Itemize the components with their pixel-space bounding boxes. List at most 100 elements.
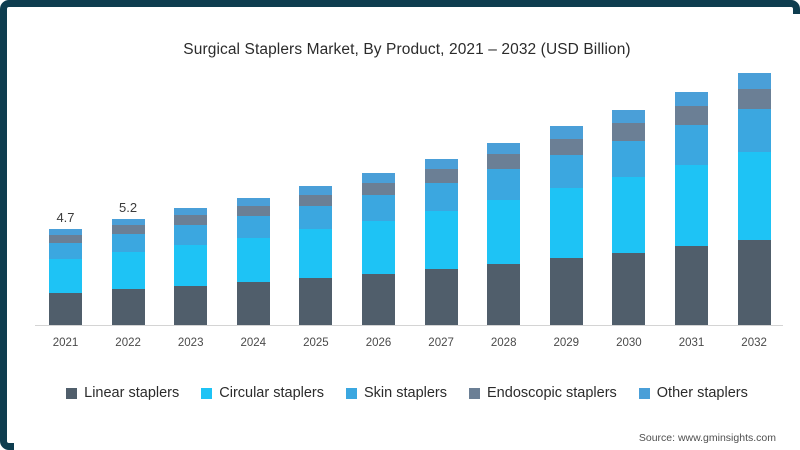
bar-segment[interactable] — [236, 198, 270, 207]
bar-segment[interactable] — [111, 225, 145, 234]
bar-segment[interactable] — [49, 292, 82, 325]
bar-segment[interactable] — [737, 151, 771, 241]
legend-item[interactable]: Endoscopic staplers — [469, 385, 617, 401]
chart-title: Surgical Staplers Market, By Product, 20… — [183, 41, 631, 58]
bar-segment[interactable] — [236, 282, 270, 325]
legend-label: Linear staplers — [84, 385, 180, 401]
bar-segment[interactable] — [424, 269, 458, 325]
bar-segment[interactable] — [424, 182, 458, 211]
bar-segment[interactable] — [487, 199, 521, 264]
legend-item[interactable]: Circular staplers — [201, 385, 324, 401]
bar-column[interactable]: 4.7 — [49, 210, 82, 325]
bar-segment[interactable] — [675, 164, 708, 247]
bar-segment[interactable] — [612, 123, 646, 141]
x-axis-tick-label: 2023 — [177, 337, 204, 349]
bar-segment[interactable] — [612, 177, 646, 253]
bar-segment[interactable] — [612, 110, 646, 124]
bar-segment[interactable] — [487, 154, 521, 169]
bar-column[interactable] — [236, 198, 270, 325]
legend-swatch-icon — [638, 387, 650, 399]
bar-segment[interactable] — [675, 246, 708, 325]
bar-column[interactable] — [487, 142, 521, 325]
bar-segment[interactable] — [487, 168, 521, 200]
bar-segment[interactable] — [737, 109, 771, 152]
bar-segment[interactable] — [174, 215, 208, 225]
bar-segment[interactable] — [487, 142, 521, 155]
bar-segment[interactable] — [49, 234, 82, 243]
bar-segment[interactable] — [549, 126, 583, 139]
bar-segment[interactable] — [362, 195, 395, 221]
legend-item[interactable]: Skin staplers — [346, 385, 447, 401]
bar-column[interactable] — [362, 173, 395, 325]
bar-segment[interactable] — [49, 228, 82, 235]
bar-segment[interactable] — [49, 258, 82, 293]
bar-column[interactable] — [675, 91, 708, 325]
legend-item[interactable]: Linear staplers — [66, 385, 179, 401]
x-axis-line — [35, 325, 783, 326]
bar-column[interactable] — [299, 185, 333, 325]
legend-swatch-icon — [66, 387, 78, 399]
bar-column[interactable] — [424, 159, 458, 325]
x-axis-tick-label: 2026 — [365, 337, 392, 349]
bar-segment[interactable] — [549, 154, 583, 189]
bar-segment[interactable] — [549, 138, 583, 155]
bar-segment[interactable] — [111, 251, 145, 290]
bar-segment[interactable] — [675, 91, 708, 107]
bar-segment[interactable] — [111, 289, 145, 325]
x-axis-tick-label: 2024 — [240, 337, 267, 349]
x-axis-tick-label: 2028 — [490, 337, 517, 349]
bar-segment[interactable] — [236, 216, 270, 238]
legend-swatch-icon — [469, 387, 481, 399]
bar-column[interactable] — [549, 126, 583, 325]
bar-value-label: 5.2 — [119, 199, 138, 215]
bar-segment[interactable] — [362, 274, 395, 325]
bar-segment[interactable] — [424, 169, 458, 183]
legend-item[interactable]: Other staplers — [638, 385, 748, 401]
x-axis-ticks: 2021 2022 2023 2024 2025 2026 2027 2028 2029 2030… — [35, 330, 781, 352]
bar-segment[interactable] — [362, 173, 395, 184]
bar-segment[interactable] — [424, 159, 458, 170]
bar-segment[interactable] — [174, 208, 208, 216]
bar-segment[interactable] — [236, 237, 270, 283]
bar-segment[interactable] — [49, 242, 82, 259]
bar-segment[interactable] — [675, 124, 708, 165]
bar-segment[interactable] — [362, 220, 395, 275]
bar-segment[interactable] — [549, 258, 583, 325]
bar-segment[interactable] — [174, 224, 208, 245]
bar-segment[interactable] — [612, 252, 646, 325]
bar-segment[interactable] — [299, 278, 333, 325]
legend-label: Endoscopic staplers — [487, 385, 617, 401]
bar-segment[interactable] — [737, 240, 771, 325]
bar-segment[interactable] — [174, 285, 208, 325]
bar-segment[interactable] — [299, 205, 333, 230]
bar-column[interactable] — [174, 208, 208, 325]
x-axis-tick-label: 2021 — [52, 337, 79, 349]
bar-segment[interactable] — [737, 73, 771, 90]
bar-segment[interactable] — [424, 210, 458, 270]
legend-label: Circular staplers — [219, 385, 324, 401]
bar-segment[interactable] — [299, 194, 333, 206]
chart-legend: Linear staplers Circular staplers Skin sta… — [14, 385, 800, 401]
bar-column[interactable] — [612, 110, 646, 325]
bar-segment[interactable] — [737, 89, 771, 110]
x-axis-tick-label: 2031 — [678, 337, 705, 349]
x-axis-tick-label: 2030 — [616, 337, 642, 349]
bar-segment[interactable] — [675, 106, 708, 125]
bar-segment[interactable] — [362, 183, 395, 196]
bar-segment[interactable] — [612, 140, 646, 178]
bar-segment[interactable] — [299, 229, 333, 279]
bar-segment[interactable] — [549, 188, 583, 259]
x-axis-tick-label: 2027 — [428, 337, 454, 349]
x-axis-tick-label: 2029 — [553, 337, 580, 349]
bar-segment[interactable] — [111, 218, 145, 226]
bar-segment[interactable] — [111, 233, 145, 252]
bar-segment[interactable] — [236, 206, 270, 217]
bar-segment[interactable] — [487, 263, 521, 325]
legend-label: Skin staplers — [364, 385, 448, 401]
bar-segment[interactable] — [299, 185, 333, 195]
legend-swatch-icon — [201, 387, 213, 399]
bar-column[interactable]: 5.2 — [111, 200, 145, 325]
bar-column[interactable] — [737, 73, 771, 325]
bar-segment[interactable] — [174, 244, 208, 286]
